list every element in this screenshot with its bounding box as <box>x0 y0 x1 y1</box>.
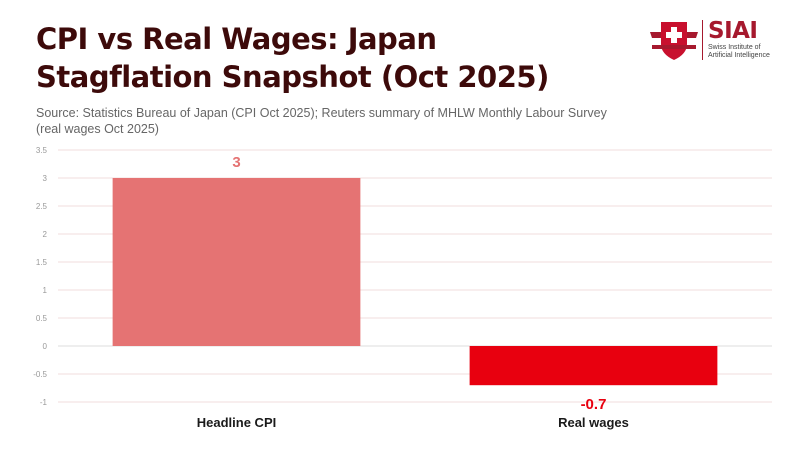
logo-full-name-line2: Artificial Intelligence <box>708 52 770 59</box>
logo-divider <box>702 20 703 60</box>
data-labels: 3 -0.7 <box>232 154 606 413</box>
logo-name: SIAI <box>708 18 758 44</box>
logo-full-name-line1: Swiss Institute of <box>708 44 761 51</box>
y-tick-label: 1 <box>43 286 48 295</box>
y-tick-label: 2.5 <box>36 202 48 211</box>
siai-logo: SIAI Swiss Institute of Artificial Intel… <box>648 18 770 64</box>
data-label: 3 <box>232 154 240 171</box>
bars <box>112 178 718 386</box>
y-tick-label: 3.5 <box>36 146 48 155</box>
y-tick-label: -0.5 <box>33 370 47 379</box>
y-tick-label: 0.5 <box>36 314 48 323</box>
chart-title: CPI vs Real Wages: Japan Stagflation Sna… <box>36 22 549 94</box>
chart-source-note: Source: Statistics Bureau of Japan (CPI … <box>36 106 607 136</box>
y-axis-ticks: -1 -0.5 0 0.5 1 1.5 2 2.5 3 3.5 <box>33 146 47 407</box>
x-category-label: Headline CPI <box>197 415 276 430</box>
bar <box>469 346 718 386</box>
y-tick-label: 0 <box>43 342 48 351</box>
y-tick-label: 3 <box>43 174 48 183</box>
y-tick-label: 2 <box>43 230 48 239</box>
y-tick-label: 1.5 <box>36 258 48 267</box>
swiss-cross-shield-icon <box>650 22 698 60</box>
y-tick-label: -1 <box>40 398 48 407</box>
x-axis-labels: Headline CPI Real wages <box>197 415 629 430</box>
logo-full-name: Swiss Institute of Artificial Intelligen… <box>708 44 770 60</box>
bar <box>112 178 361 346</box>
x-category-label: Real wages <box>558 415 629 430</box>
data-label: -0.7 <box>581 396 607 413</box>
